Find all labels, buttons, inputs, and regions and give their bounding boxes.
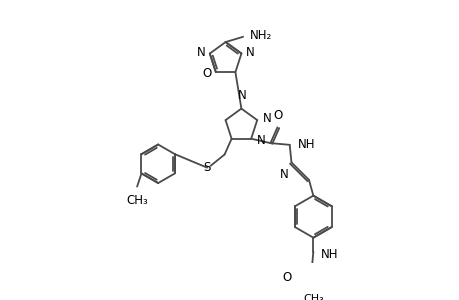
Text: CH₃: CH₃ — [126, 194, 148, 207]
Text: NH: NH — [297, 138, 314, 151]
Text: CH₃: CH₃ — [303, 294, 324, 300]
Text: N: N — [280, 168, 288, 181]
Text: N: N — [262, 112, 271, 125]
Text: S: S — [203, 161, 210, 174]
Text: NH₂: NH₂ — [250, 28, 272, 41]
Text: O: O — [281, 272, 291, 284]
Text: N: N — [256, 134, 264, 147]
Text: O: O — [202, 67, 211, 80]
Text: N: N — [245, 46, 254, 59]
Text: N: N — [196, 46, 205, 59]
Text: N: N — [237, 89, 246, 103]
Text: O: O — [273, 109, 282, 122]
Text: NH: NH — [320, 248, 338, 261]
